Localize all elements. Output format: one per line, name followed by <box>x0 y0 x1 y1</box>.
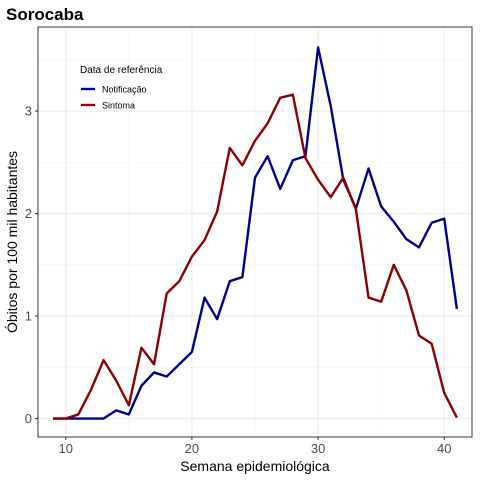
series-line-notificacao <box>53 46 459 420</box>
grid-major <box>38 27 472 437</box>
x-tick-label: 20 <box>185 441 199 456</box>
legend-title: Data de referência <box>80 65 163 76</box>
x-tick-label: 30 <box>311 441 325 456</box>
x-tick-label: 40 <box>437 441 451 456</box>
grid-minor <box>38 27 472 437</box>
y-axis-label: Óbitos por 100 mil habitantes <box>4 151 20 333</box>
x-axis-label: Semana epidemiológica <box>180 458 330 474</box>
x-axis: 10 20 30 40 <box>59 437 451 456</box>
y-tick-label: 2 <box>25 206 32 221</box>
y-tick-label: 1 <box>25 309 32 324</box>
y-axis: 0 1 2 3 <box>25 104 38 426</box>
legend: Data de referência Notificação Sintoma <box>80 65 163 111</box>
x-tick-label: 10 <box>59 441 73 456</box>
y-tick-label: 3 <box>25 104 32 119</box>
legend-entry-label: Sintoma <box>102 101 135 111</box>
chart-title: Sorocaba <box>6 5 84 24</box>
y-tick-label: 0 <box>25 411 32 426</box>
plot-panel <box>37 26 473 438</box>
series-layer <box>53 46 459 420</box>
series-line-sintoma <box>53 93 458 420</box>
legend-entry-label: Notificação <box>102 85 147 95</box>
